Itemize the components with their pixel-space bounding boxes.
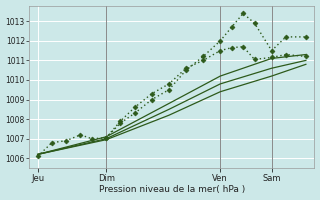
X-axis label: Pression niveau de la mer( hPa ): Pression niveau de la mer( hPa ): [99, 185, 245, 194]
